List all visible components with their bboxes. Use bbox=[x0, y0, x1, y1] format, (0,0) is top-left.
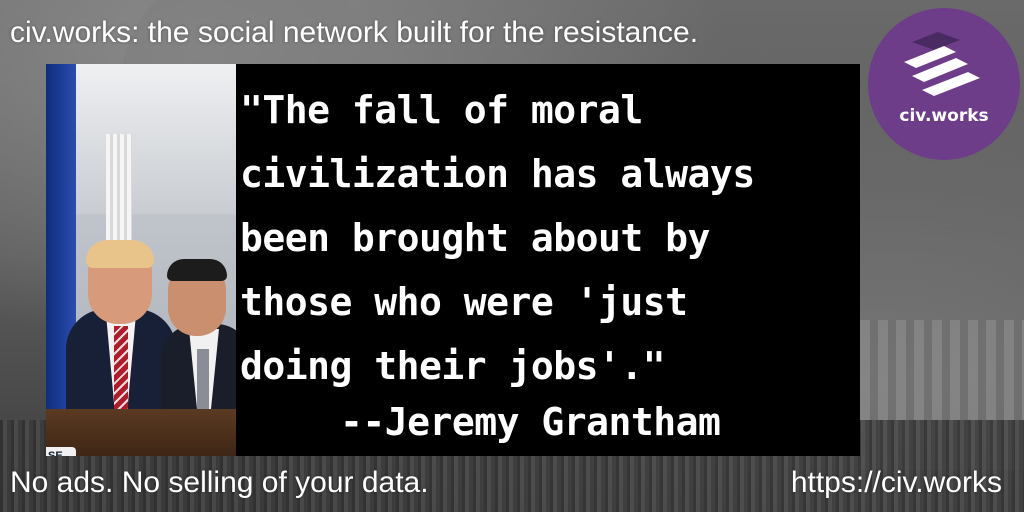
quote-line: doing their jobs'." bbox=[240, 344, 666, 388]
podium-seal: SE bbox=[46, 447, 76, 456]
quote-author: --Jeremy Grantham bbox=[340, 400, 721, 444]
quote-text: "The fall of moral civilization has alwa… bbox=[240, 78, 755, 398]
left-person-hair bbox=[86, 240, 154, 268]
footer-url: https://civ.works bbox=[790, 466, 1002, 499]
quote-line: "The fall of moral bbox=[240, 88, 643, 132]
quote-panel: "The fall of moral civilization has alwa… bbox=[236, 64, 860, 456]
press-briefing-photo: SE bbox=[46, 64, 236, 456]
podium bbox=[46, 409, 236, 456]
right-person-hair bbox=[167, 259, 227, 281]
civ-works-logo-mark-icon bbox=[904, 32, 980, 96]
right-person-tie bbox=[197, 349, 209, 424]
back-wall bbox=[76, 64, 236, 214]
quote-line: civilization has always bbox=[240, 152, 755, 196]
quote-line: been brought about by bbox=[240, 216, 710, 260]
left-person-tie bbox=[114, 326, 128, 416]
civ-works-logo: civ.works bbox=[868, 8, 1020, 160]
tagline: civ.works: the social network built for … bbox=[10, 16, 699, 49]
footer-text: No ads. No selling of your data. bbox=[10, 466, 429, 499]
quote-line: those who were 'just bbox=[240, 280, 688, 324]
logo-label: civ.works bbox=[899, 106, 989, 126]
